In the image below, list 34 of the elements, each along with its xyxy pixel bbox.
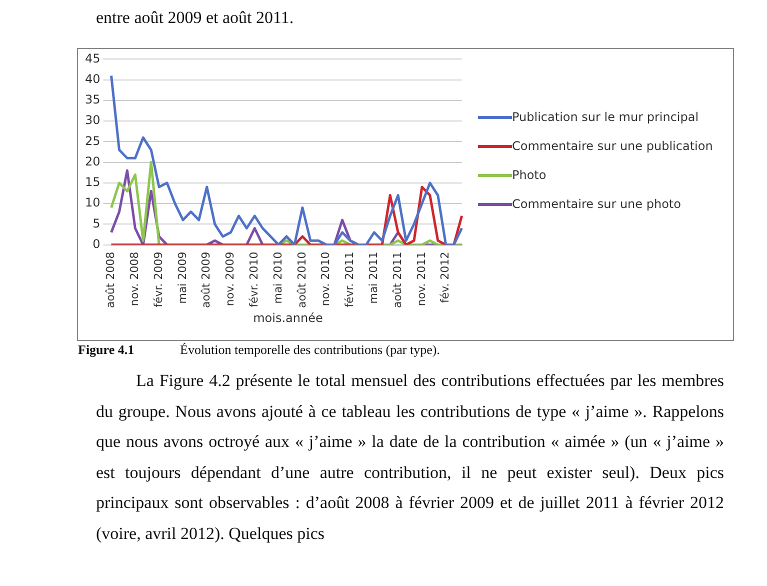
y-tick-label: 5 — [92, 216, 100, 230]
x-tick-label: nov. 2008 — [128, 252, 142, 306]
x-tick-label: août 2009 — [200, 252, 213, 308]
x-tick-label: août 2008 — [104, 252, 118, 308]
x-tick-label: févr. 2011 — [343, 252, 356, 308]
y-tick-label: 0 — [92, 236, 100, 251]
x-tick-label: mai 2011 — [367, 252, 380, 304]
y-tick-label: 25 — [84, 134, 100, 148]
x-tick-label: août 2011 — [390, 252, 404, 308]
x-tick-label: mai 2009 — [176, 252, 189, 304]
y-tick-label: 10 — [84, 196, 100, 210]
text: entre août 2009 et août 2011. — [96, 8, 294, 28]
y-tick-label: 40 — [84, 72, 100, 86]
legend-label: Publication sur le mur principal — [512, 109, 699, 126]
text: La Figure 4.2 présente le total mensuel des contributions effectuées par les membres du groupe. Nous avons ajouté à ce tableau les contributions de type « j’aime ». Rappelons que nous avons octroyé aux « j’aime » la date de la contribution « aimée » (un « j’aime » est toujours dépendant d’une autre contribution, il ne peut exister seul). Deux pics principaux sont observables : d’août 2008 à février 2009 et de juillet 2011 à février 2012 (voire, avril 2012). Quelques pics — [96, 370, 724, 545]
x-tick-label: févr. 2009 — [152, 252, 165, 308]
legend-label: Commentaire sur une publication — [512, 138, 713, 155]
x-axis-title: mois.année — [252, 311, 324, 325]
y-tick-label: 30 — [84, 113, 100, 128]
x-tick-label: nov. 2011 — [414, 252, 428, 306]
y-tick-label: 35 — [84, 92, 100, 107]
x-tick-label: févr. 2010 — [248, 252, 261, 308]
x-tick-label: mai 2010 — [271, 252, 284, 304]
text: Évolution temporelle des contributions (par type). — [180, 342, 440, 358]
y-tick-label: 15 — [84, 175, 100, 190]
x-tick-label: nov. 2009 — [224, 252, 237, 306]
x-tick-label: nov. 2010 — [319, 252, 332, 306]
legend-label: Photo — [512, 167, 546, 184]
x-tick-label: fév. 2012 — [438, 252, 452, 304]
x-tick-label: août 2010 — [295, 252, 308, 308]
y-tick-label: 45 — [84, 51, 100, 66]
y-tick-label: 20 — [84, 154, 100, 168]
legend-label: Commentaire sur une photo — [512, 196, 681, 213]
caption: Figure 4.1 — [78, 342, 134, 358]
